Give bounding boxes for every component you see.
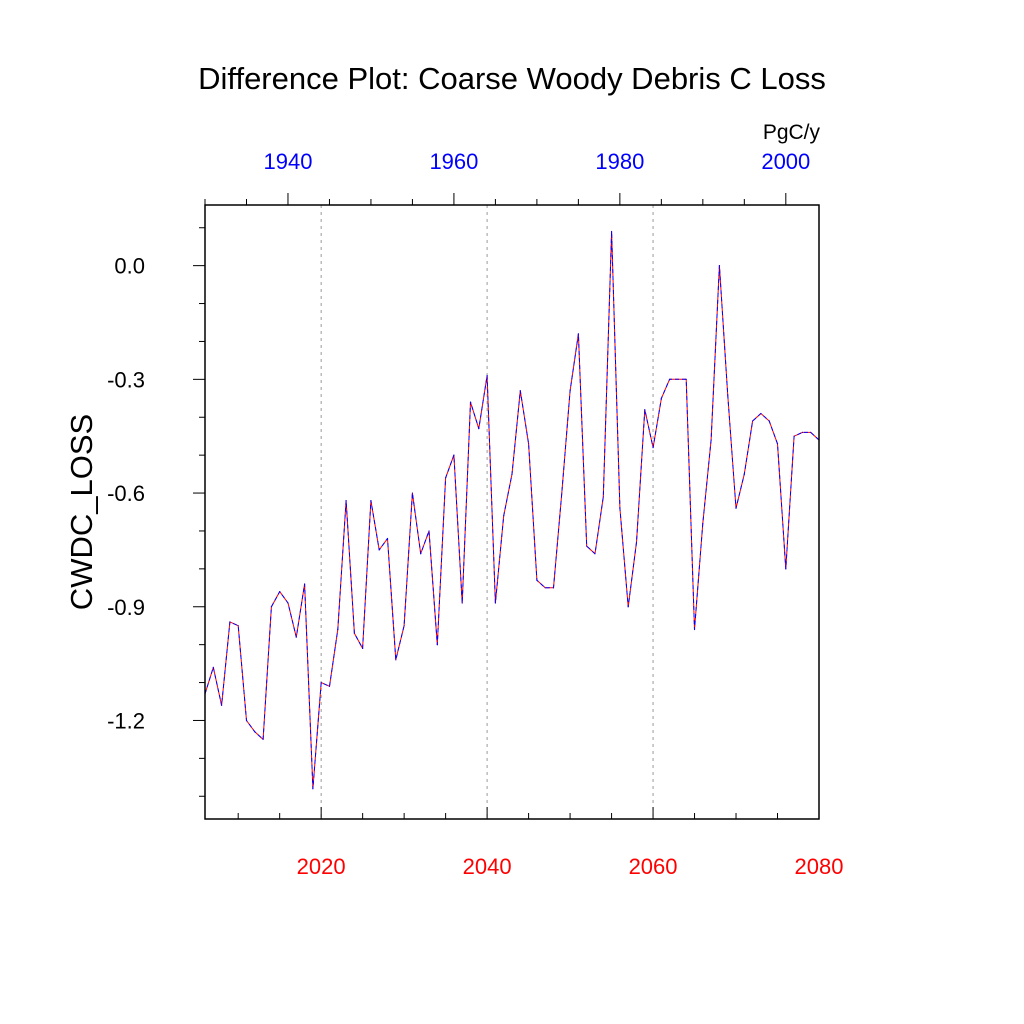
data-point [544, 587, 546, 589]
plot-frame [204, 204, 820, 820]
data-point [378, 549, 380, 551]
data-point [478, 428, 480, 430]
x-bottom-tick-label: 2040 [463, 854, 512, 879]
data-point [320, 681, 322, 684]
x-bottom-tick-label: 2060 [629, 854, 678, 879]
data-point [693, 628, 696, 631]
data-point [752, 420, 754, 422]
axes: 2020 2040 2060 2080 1940 1960 1980 2000 0.0 -0.3 -… [107, 149, 843, 879]
data-point [602, 496, 604, 498]
y-tick-label: -0.9 [107, 595, 145, 620]
data-point [445, 477, 447, 479]
data-point [212, 666, 214, 668]
data-point [768, 420, 770, 422]
data-point [328, 685, 331, 687]
data-point [776, 443, 779, 445]
data-point [237, 625, 239, 627]
data-point [785, 568, 787, 570]
y-tick-label: -0.3 [107, 367, 145, 392]
data-point [569, 390, 571, 392]
gridlines [320, 205, 654, 819]
data-point [353, 632, 355, 634]
data-point [552, 587, 555, 589]
data-point [735, 507, 737, 509]
data-point [262, 738, 264, 741]
data-point [669, 378, 671, 380]
x-bottom-tick-label: 2020 [297, 854, 346, 879]
data-point [660, 397, 662, 399]
data-point [536, 579, 538, 581]
data-point [270, 606, 272, 608]
data-point [718, 265, 721, 267]
data-point [453, 454, 455, 456]
data-point [619, 507, 621, 509]
data-point [254, 731, 256, 733]
data-point [644, 409, 646, 411]
y-tick-label: -1.2 [107, 708, 145, 733]
data-point [801, 431, 804, 434]
data-point [652, 446, 654, 449]
data-point [428, 530, 430, 532]
series-line-dashed [204, 231, 820, 790]
data-point [702, 522, 704, 524]
data-point [295, 636, 297, 638]
data-point [436, 644, 438, 646]
data-point [403, 625, 405, 627]
data-point [577, 333, 579, 335]
data-point [627, 606, 629, 608]
data-point [395, 659, 397, 661]
data-point [793, 435, 795, 437]
data-point [810, 431, 812, 434]
x-top-tick-label: 2000 [761, 149, 810, 174]
data-point [469, 401, 472, 403]
data-point [486, 374, 488, 377]
data-point [519, 390, 521, 392]
data-point [710, 439, 712, 441]
data-point [303, 583, 306, 585]
data-point [527, 443, 530, 445]
data-point [586, 545, 588, 547]
data-point [760, 412, 762, 415]
data-point [411, 492, 414, 494]
data-point [220, 704, 223, 706]
y-tick-label: 0.0 [114, 254, 145, 279]
data-point [229, 621, 231, 623]
y-tick-label: -0.6 [107, 481, 145, 506]
y-axis-label: CWDC_LOSS [64, 414, 99, 610]
data-point [494, 602, 497, 604]
data-point [370, 500, 372, 502]
data-point [511, 473, 513, 475]
data-point [610, 230, 613, 233]
x-top-tick-label: 1960 [429, 149, 478, 174]
data-point [312, 788, 314, 790]
series-lines [204, 230, 820, 790]
chart-title: Difference Plot: Coarse Woody Debris C L… [198, 61, 826, 96]
data-point [561, 492, 563, 494]
data-point [337, 628, 339, 631]
data-point [727, 393, 729, 396]
series-line-solid [204, 231, 820, 790]
x-top-tick-label: 1980 [595, 149, 644, 174]
data-point [635, 541, 638, 543]
data-point [245, 719, 248, 722]
data-point [386, 537, 389, 540]
data-point [685, 378, 687, 380]
data-point [279, 590, 281, 593]
data-point [461, 602, 463, 604]
data-point [362, 647, 364, 650]
data-point [503, 515, 505, 517]
data-point [594, 553, 596, 555]
x-bottom-tick-label: 2080 [795, 854, 844, 879]
data-point [287, 602, 289, 604]
units-label: PgC/y [763, 121, 821, 144]
data-point [743, 473, 745, 475]
data-point [420, 553, 422, 555]
data-point [345, 500, 347, 502]
x-top-tick-label: 1940 [263, 149, 312, 174]
